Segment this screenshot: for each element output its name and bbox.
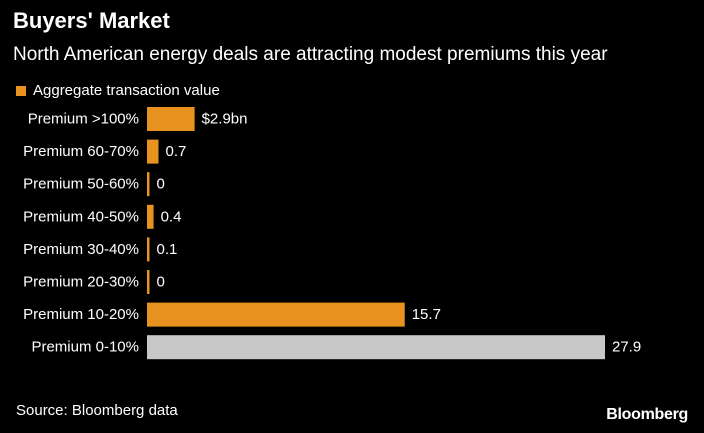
category-label: Premium 30-40% bbox=[23, 241, 139, 258]
value-label: $2.9bn bbox=[202, 111, 248, 128]
category-label: Premium 20-30% bbox=[23, 274, 139, 291]
category-label: Premium 50-60% bbox=[23, 176, 139, 193]
category-label: Premium 60-70% bbox=[23, 143, 139, 160]
legend: Aggregate transaction value bbox=[16, 82, 220, 99]
value-label: 15.7 bbox=[412, 306, 441, 323]
bar bbox=[147, 107, 195, 131]
category-label: Premium 0-10% bbox=[31, 339, 139, 356]
value-label: 27.9 bbox=[612, 339, 641, 356]
value-label: 0 bbox=[157, 176, 165, 193]
legend-label: Aggregate transaction value bbox=[33, 82, 220, 99]
category-label: Premium >100% bbox=[28, 111, 139, 128]
chart-title: Buyers' Market bbox=[13, 8, 170, 33]
bar bbox=[147, 270, 150, 294]
value-label: 0 bbox=[157, 274, 165, 291]
bar bbox=[147, 172, 150, 197]
bar bbox=[147, 302, 405, 327]
legend-swatch bbox=[16, 85, 26, 96]
bloomberg-logo: Bloomberg bbox=[606, 406, 688, 423]
category-label: Premium 40-50% bbox=[23, 208, 139, 225]
bar bbox=[147, 335, 605, 360]
value-label: 0.7 bbox=[165, 143, 186, 160]
category-label: Premium 10-20% bbox=[23, 306, 139, 323]
bar bbox=[147, 204, 154, 229]
bar bbox=[147, 237, 150, 262]
value-label: 0.4 bbox=[161, 208, 182, 225]
chart-subtitle: North American energy deals are attracti… bbox=[13, 44, 608, 65]
bar bbox=[147, 139, 159, 164]
value-label: 0.1 bbox=[157, 241, 178, 258]
source-note: Source: Bloomberg data bbox=[16, 402, 178, 419]
